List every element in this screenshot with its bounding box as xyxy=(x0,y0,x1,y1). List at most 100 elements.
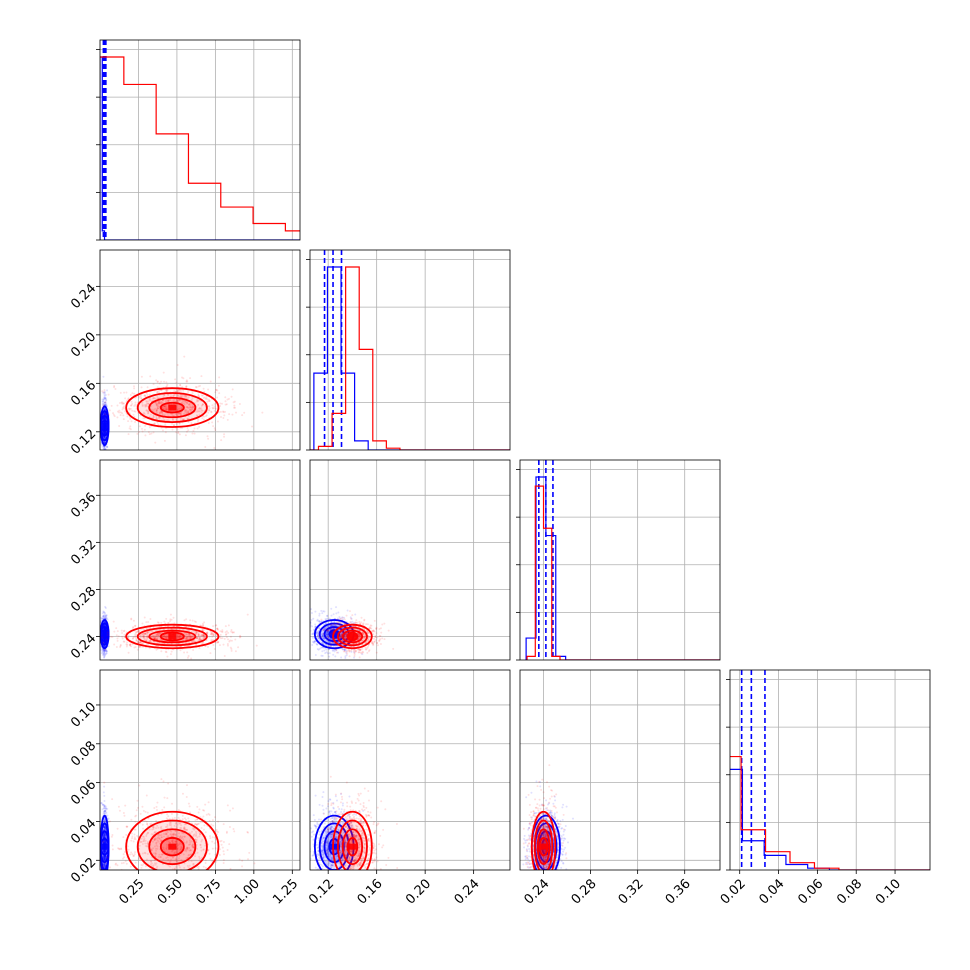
scatter-point xyxy=(164,431,167,434)
scatter-point xyxy=(184,410,187,413)
scatter-point xyxy=(152,415,155,418)
scatter-point xyxy=(213,405,216,408)
scatter-point xyxy=(224,633,227,636)
scatter-point xyxy=(318,620,321,623)
scatter-point xyxy=(144,424,147,427)
scatter-point xyxy=(197,403,200,406)
scatter-point xyxy=(151,635,154,638)
scatter-point xyxy=(104,413,107,416)
scatter-point xyxy=(188,403,191,406)
scatter-point xyxy=(157,402,160,405)
scatter-point xyxy=(102,413,105,416)
scatter-point xyxy=(207,398,210,401)
scatter-point xyxy=(160,411,163,414)
scatter-point xyxy=(341,639,344,642)
scatter-point xyxy=(198,413,201,416)
scatter-point xyxy=(135,630,138,633)
scatter-point xyxy=(204,397,207,400)
scatter-point xyxy=(160,621,163,624)
scatter-point xyxy=(156,411,159,414)
scatter-point xyxy=(104,616,107,619)
scatter-point xyxy=(139,628,142,631)
scatter-point xyxy=(103,417,106,420)
scatter-point xyxy=(208,407,211,410)
scatter-point xyxy=(208,405,211,408)
scatter-point xyxy=(166,389,169,392)
scatter-point xyxy=(177,413,180,416)
scatter-point xyxy=(196,637,199,640)
scatter-point xyxy=(192,429,195,432)
scatter-point xyxy=(185,633,188,636)
scatter-point xyxy=(187,406,190,409)
scatter-point xyxy=(121,635,124,638)
scatter-point xyxy=(132,619,135,622)
scatter-point xyxy=(207,437,210,440)
scatter-point xyxy=(304,635,306,637)
scatter-point xyxy=(383,638,386,641)
scatter-point xyxy=(177,430,180,433)
scatter-point xyxy=(106,454,108,456)
scatter-point xyxy=(226,644,229,647)
scatter-point xyxy=(165,636,168,639)
scatter-point xyxy=(165,381,168,384)
scatter-point xyxy=(103,655,106,658)
scatter-point xyxy=(232,401,235,404)
scatter-point xyxy=(103,648,106,651)
scatter-point xyxy=(202,396,205,399)
scatter-point xyxy=(138,646,141,649)
scatter-point xyxy=(160,380,163,383)
scatter-point xyxy=(193,427,196,430)
scatter-point xyxy=(176,625,179,628)
scatter-point xyxy=(230,649,233,652)
scatter-point xyxy=(103,432,106,435)
scatter-point xyxy=(155,403,158,406)
scatter-point xyxy=(121,402,124,405)
scatter-point xyxy=(102,418,105,421)
scatter-point xyxy=(353,621,356,624)
scatter-point xyxy=(185,406,188,409)
scatter-point xyxy=(308,614,310,616)
scatter-point xyxy=(158,417,161,420)
scatter-point xyxy=(155,409,158,412)
scatter-point xyxy=(197,385,200,388)
scatter-point xyxy=(182,377,185,380)
scatter-point xyxy=(202,624,205,627)
scatter-point xyxy=(158,632,161,635)
scatter-point xyxy=(211,632,214,635)
scatter-point xyxy=(193,620,196,623)
scatter-point xyxy=(103,440,106,443)
scatter-point xyxy=(200,375,203,378)
scatter-point xyxy=(129,407,132,410)
scatter-point xyxy=(115,645,118,648)
scatter-point xyxy=(143,428,146,431)
scatter-point xyxy=(203,621,206,624)
scatter-point xyxy=(202,634,205,637)
scatter-point xyxy=(182,389,185,392)
scatter-point xyxy=(188,635,191,638)
histogram-series-0 xyxy=(310,266,510,450)
scatter-point xyxy=(223,435,226,438)
scatter-point xyxy=(121,408,124,411)
scatter-point xyxy=(134,401,137,404)
scatter-point xyxy=(163,404,166,407)
scatter-point xyxy=(157,400,160,403)
scatter-point xyxy=(102,448,105,450)
scatter-point xyxy=(185,396,188,399)
scatter-point xyxy=(178,422,181,425)
scatter-point xyxy=(239,635,242,638)
scatter-point xyxy=(185,380,188,383)
scatter-point xyxy=(104,450,106,452)
scatter-point xyxy=(164,635,167,638)
scatter-point xyxy=(201,633,204,636)
scatter-point xyxy=(310,608,313,611)
scatter-point xyxy=(326,633,329,636)
scatter-point xyxy=(219,633,222,636)
scatter-point xyxy=(129,417,132,420)
scatter-point xyxy=(103,431,106,434)
scatter-point xyxy=(105,650,108,653)
scatter-point xyxy=(104,435,107,438)
scatter-point xyxy=(165,389,168,392)
scatter-point xyxy=(122,402,125,405)
histogram-series-1 xyxy=(100,56,300,240)
scatter-point xyxy=(103,408,106,411)
